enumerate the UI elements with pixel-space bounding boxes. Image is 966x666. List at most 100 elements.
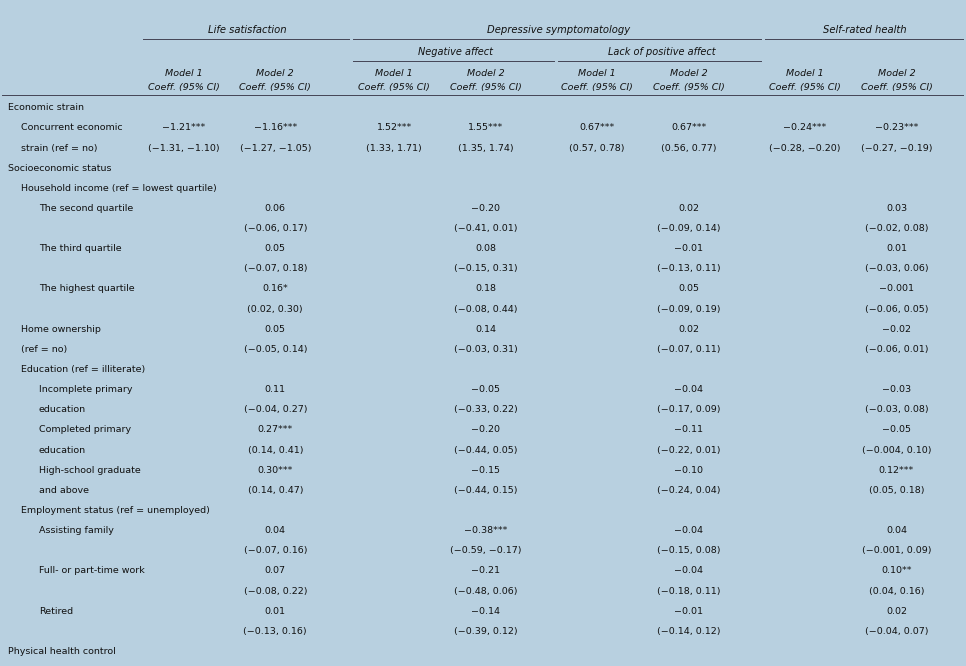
Text: (−0.59, −0.17): (−0.59, −0.17)	[450, 546, 522, 555]
Text: Concurrent economic: Concurrent economic	[21, 123, 123, 133]
Text: Physical health control: Physical health control	[8, 647, 116, 656]
Text: (−0.07, 0.18): (−0.07, 0.18)	[243, 264, 307, 273]
Text: (−0.13, 0.11): (−0.13, 0.11)	[657, 264, 721, 273]
Text: 0.67***: 0.67***	[671, 123, 706, 133]
Text: −0.03: −0.03	[882, 385, 911, 394]
Text: −0.11: −0.11	[674, 426, 703, 434]
Text: Lack of positive affect: Lack of positive affect	[608, 47, 716, 57]
Text: (−1.31, −1.10): (−1.31, −1.10)	[148, 143, 219, 153]
Text: −0.05: −0.05	[471, 385, 500, 394]
Text: Model 2: Model 2	[468, 69, 504, 79]
Text: (−0.13, 0.16): (−0.13, 0.16)	[243, 627, 307, 636]
Text: 0.16*: 0.16*	[263, 284, 288, 294]
Text: 0.30***: 0.30***	[258, 466, 293, 475]
Text: 1.52***: 1.52***	[377, 123, 412, 133]
Text: (−0.22, 0.01): (−0.22, 0.01)	[657, 446, 721, 455]
Text: −0.05: −0.05	[882, 426, 911, 434]
Text: −0.20: −0.20	[471, 204, 500, 213]
Text: Life satisfaction: Life satisfaction	[209, 25, 287, 35]
Text: 0.05: 0.05	[265, 244, 286, 253]
Text: Coeff. (95% CI): Coeff. (95% CI)	[653, 83, 724, 92]
Text: (1.33, 1.71): (1.33, 1.71)	[366, 143, 422, 153]
Text: −0.01: −0.01	[674, 607, 703, 615]
Text: (0.57, 0.78): (0.57, 0.78)	[569, 143, 625, 153]
Text: (−0.15, 0.31): (−0.15, 0.31)	[454, 264, 518, 273]
Text: Coeff. (95% CI): Coeff. (95% CI)	[861, 83, 932, 92]
Text: The second quartile: The second quartile	[39, 204, 133, 213]
Text: (0.14, 0.41): (0.14, 0.41)	[247, 446, 303, 455]
Text: 0.01: 0.01	[886, 244, 907, 253]
Text: −0.24***: −0.24***	[783, 123, 826, 133]
Text: Negative affect: Negative affect	[418, 47, 493, 57]
Text: (−0.03, 0.08): (−0.03, 0.08)	[865, 406, 928, 414]
Text: Completed primary: Completed primary	[39, 426, 130, 434]
Text: Home ownership: Home ownership	[21, 325, 101, 334]
Text: 0.18: 0.18	[475, 284, 497, 294]
Text: 0.07: 0.07	[265, 566, 286, 575]
Text: 1.55***: 1.55***	[469, 123, 503, 133]
Text: Coeff. (95% CI): Coeff. (95% CI)	[561, 83, 633, 92]
Text: Model 1: Model 1	[579, 69, 615, 79]
Text: (−0.09, 0.14): (−0.09, 0.14)	[657, 224, 721, 233]
Text: Coeff. (95% CI): Coeff. (95% CI)	[769, 83, 840, 92]
Text: The highest quartile: The highest quartile	[39, 284, 134, 294]
Text: −0.01: −0.01	[674, 244, 703, 253]
Text: (−0.28, −0.20): (−0.28, −0.20)	[769, 143, 840, 153]
Text: 0.01: 0.01	[265, 607, 286, 615]
Text: (−0.15, 0.08): (−0.15, 0.08)	[657, 546, 721, 555]
Text: (−0.05, 0.14): (−0.05, 0.14)	[243, 345, 307, 354]
Text: (−0.44, 0.15): (−0.44, 0.15)	[454, 486, 518, 495]
Text: (−0.09, 0.19): (−0.09, 0.19)	[657, 304, 721, 314]
Text: −0.21: −0.21	[471, 566, 500, 575]
Text: Assisting family: Assisting family	[39, 526, 114, 535]
Text: (−0.08, 0.22): (−0.08, 0.22)	[243, 587, 307, 595]
Text: 0.02: 0.02	[678, 204, 699, 213]
Text: −0.10: −0.10	[674, 466, 703, 475]
Text: 0.27***: 0.27***	[258, 426, 293, 434]
Text: (0.14, 0.47): (0.14, 0.47)	[247, 486, 303, 495]
Text: 0.04: 0.04	[265, 526, 286, 535]
Text: 0.05: 0.05	[265, 325, 286, 334]
Text: (−0.02, 0.08): (−0.02, 0.08)	[865, 224, 928, 233]
Text: −0.23***: −0.23***	[875, 123, 918, 133]
Text: (−0.06, 0.05): (−0.06, 0.05)	[865, 304, 928, 314]
Text: education: education	[39, 446, 86, 455]
Text: Full- or part-time work: Full- or part-time work	[39, 566, 144, 575]
Text: (−0.08, 0.44): (−0.08, 0.44)	[454, 304, 518, 314]
Text: (−0.07, 0.16): (−0.07, 0.16)	[243, 546, 307, 555]
Text: −0.04: −0.04	[674, 566, 703, 575]
Text: (−0.04, 0.07): (−0.04, 0.07)	[865, 627, 928, 636]
Text: (0.56, 0.77): (0.56, 0.77)	[661, 143, 717, 153]
Text: Coeff. (95% CI): Coeff. (95% CI)	[450, 83, 522, 92]
Text: Retired: Retired	[39, 607, 72, 615]
Text: Coeff. (95% CI): Coeff. (95% CI)	[358, 83, 430, 92]
Text: The third quartile: The third quartile	[39, 244, 122, 253]
Text: 0.04: 0.04	[886, 526, 907, 535]
Text: 0.08: 0.08	[475, 244, 497, 253]
Text: (−0.44, 0.05): (−0.44, 0.05)	[454, 446, 518, 455]
Text: Socioeconomic status: Socioeconomic status	[8, 164, 111, 172]
Text: 0.05: 0.05	[678, 284, 699, 294]
Text: Model 2: Model 2	[670, 69, 707, 79]
Text: (−0.48, 0.06): (−0.48, 0.06)	[454, 587, 518, 595]
Text: 0.11: 0.11	[265, 385, 286, 394]
Text: −0.04: −0.04	[674, 526, 703, 535]
Text: (−0.24, 0.04): (−0.24, 0.04)	[657, 486, 721, 495]
Text: 0.03: 0.03	[886, 204, 907, 213]
Text: Self-rated health: Self-rated health	[823, 25, 906, 35]
Text: Coeff. (95% CI): Coeff. (95% CI)	[240, 83, 311, 92]
Text: (−1.27, −1.05): (−1.27, −1.05)	[240, 143, 311, 153]
Text: −0.38***: −0.38***	[465, 526, 507, 535]
Text: Economic strain: Economic strain	[8, 103, 84, 113]
Text: (−0.06, 0.01): (−0.06, 0.01)	[865, 345, 928, 354]
Text: (−0.004, 0.10): (−0.004, 0.10)	[862, 446, 931, 455]
Text: 0.10**: 0.10**	[881, 566, 912, 575]
Text: 0.06: 0.06	[265, 204, 286, 213]
Text: (−0.07, 0.11): (−0.07, 0.11)	[657, 345, 721, 354]
Text: Depressive symptomatology: Depressive symptomatology	[487, 25, 631, 35]
Text: 0.67***: 0.67***	[580, 123, 614, 133]
Text: Coeff. (95% CI): Coeff. (95% CI)	[148, 83, 219, 92]
Text: (−0.06, 0.17): (−0.06, 0.17)	[243, 224, 307, 233]
Text: High-school graduate: High-school graduate	[39, 466, 140, 475]
Text: Model 2: Model 2	[878, 69, 915, 79]
